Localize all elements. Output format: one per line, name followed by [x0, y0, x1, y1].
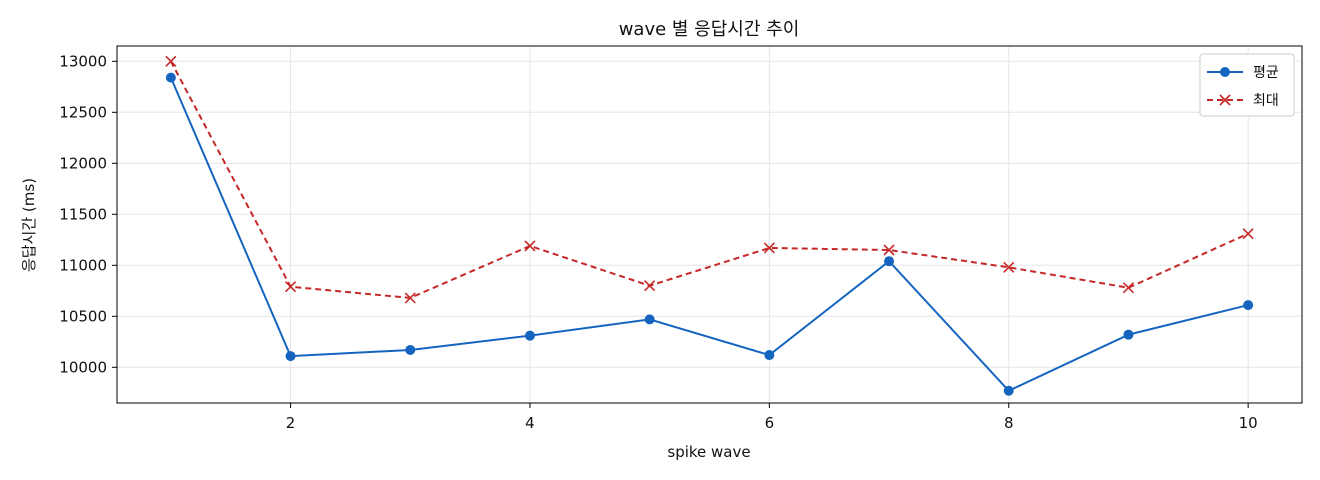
legend-label-max: 최대 — [1253, 93, 1279, 109]
y-axis: 10000 10500 11000 11500 12000 12500 13000 — [59, 52, 117, 376]
y-tick-label: 13000 — [59, 52, 107, 70]
legend-label-mean: 평균 — [1253, 65, 1279, 81]
series-line-max — [169, 60, 1249, 299]
x-tick-label: 8 — [1004, 414, 1014, 432]
data-point-max — [1122, 282, 1135, 294]
chart-title: wave 별 응답시간 추이 — [619, 19, 800, 40]
data-point-max — [1242, 228, 1254, 240]
plot-frame — [116, 45, 1303, 404]
data-point-max — [1003, 261, 1015, 273]
data-point-max — [763, 242, 775, 254]
y-tick-label: 10500 — [59, 307, 107, 325]
x-tick-label: 2 — [286, 414, 296, 432]
x-tick-label: 10 — [1239, 414, 1258, 432]
data-point-max — [165, 55, 177, 67]
data-point-mean — [165, 72, 176, 83]
data-point-mean — [644, 314, 655, 325]
x-axis-label: spike wave — [667, 443, 750, 461]
data-point-mean — [285, 351, 296, 362]
y-tick-label: 11500 — [59, 205, 107, 223]
data-point-max — [404, 292, 416, 304]
data-point-mean — [884, 256, 895, 267]
y-axis-label: 응답시간 (ms) — [20, 178, 38, 272]
series-line-mean — [169, 77, 1249, 392]
x-axis: 2 4 6 8 10 — [286, 403, 1258, 432]
data-point-max — [644, 280, 656, 292]
y-tick-label: 12000 — [59, 154, 107, 172]
legend-marker-mean — [1220, 67, 1230, 77]
y-tick-label: 10000 — [59, 358, 107, 376]
legend-marker-max — [1219, 94, 1231, 106]
grid-lines — [117, 46, 1302, 403]
data-point-max — [284, 281, 297, 293]
data-point-mean — [764, 350, 775, 361]
data-point-mean — [1243, 300, 1254, 311]
x-tick-label: 4 — [525, 414, 535, 432]
legend-box — [1199, 53, 1295, 117]
data-point-max — [524, 240, 536, 252]
data-point-mean — [1123, 329, 1134, 340]
y-tick-label: 11000 — [59, 256, 107, 274]
x-tick-label: 6 — [765, 414, 775, 432]
data-point-mean — [1003, 385, 1014, 396]
data-point-mean — [524, 330, 535, 341]
data-point-mean — [405, 344, 416, 355]
y-tick-label: 12500 — [59, 103, 107, 121]
series-group — [165, 55, 1254, 396]
data-point-max — [883, 244, 895, 256]
